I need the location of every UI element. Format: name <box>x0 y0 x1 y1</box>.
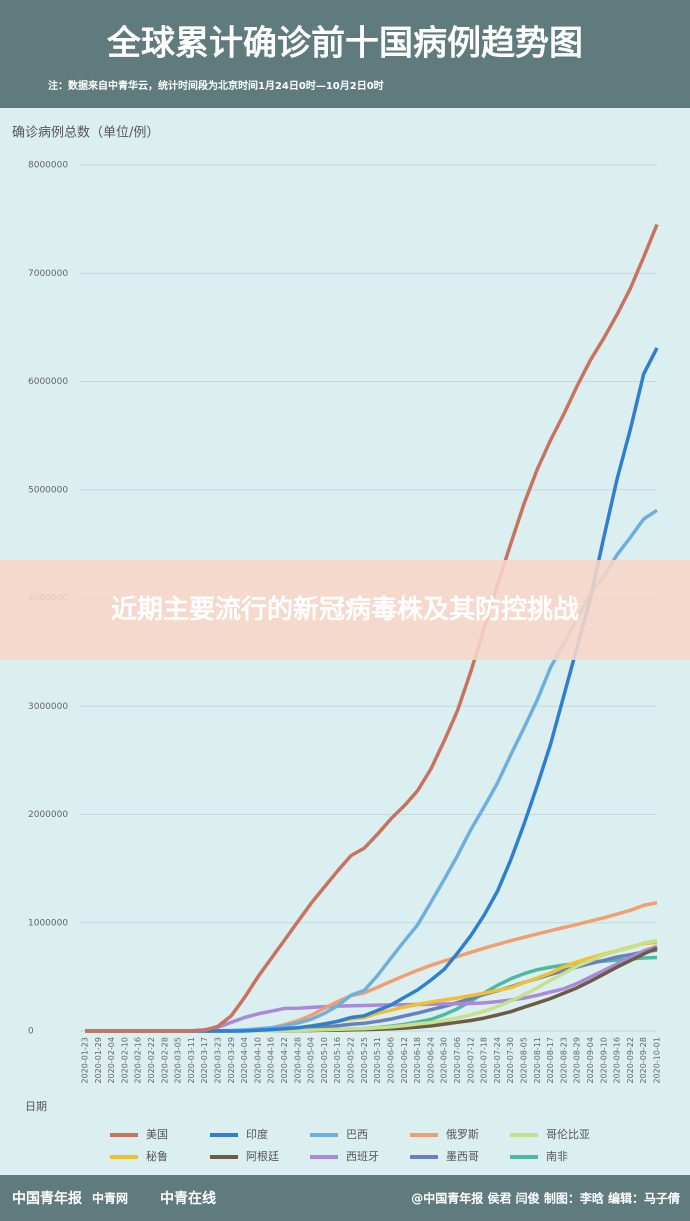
y-tick-label: 6000000 <box>28 377 68 387</box>
chart-title: 全球累计确诊前十国病例趋势图 <box>106 24 583 64</box>
x-tick-label: 2020-07-12 <box>466 1037 475 1084</box>
footer-logo: 中青在线 <box>160 1190 216 1207</box>
legend-label: 南非 <box>546 1150 568 1163</box>
x-tick-label: 2020-08-11 <box>533 1037 542 1084</box>
x-tick-label: 2020-04-04 <box>240 1037 249 1084</box>
series-line <box>85 347 659 1033</box>
x-tick-label: 2020-05-10 <box>320 1037 329 1084</box>
x-tick-label: 2020-07-30 <box>506 1037 515 1084</box>
legend-label: 阿根廷 <box>246 1149 279 1163</box>
footer-credits: @中国青年报 侯君 闫俊 制图：李晗 编辑：马子倩 <box>411 1191 680 1206</box>
x-tick-label: 2020-09-10 <box>599 1037 608 1084</box>
x-tick-label: 2020-06-24 <box>426 1037 435 1084</box>
footer-logo: 中国青年报 <box>12 1190 82 1207</box>
chart-subtitle: 注：数据来自中青华云，统计时间段为北京时间1月24日0时—10月2日0时 <box>48 79 384 92</box>
y-tick-label: 3000000 <box>28 702 68 712</box>
header-bg <box>0 0 690 108</box>
x-tick-label: 2020-03-17 <box>200 1037 209 1084</box>
x-tick-label: 2020-08-29 <box>573 1037 582 1084</box>
banner: 近期主要流行的新冠病毒株及其防控挑战 <box>0 560 690 660</box>
x-tick-label: 2020-01-23 <box>81 1037 90 1084</box>
x-tick-label: 2020-06-12 <box>400 1037 409 1084</box>
x-tick-label: 2020-09-22 <box>626 1037 635 1084</box>
x-tick-label: 2020-02-28 <box>160 1037 169 1084</box>
footer-logo: 中青网 <box>92 1191 128 1206</box>
y-tick-label: 1000000 <box>28 918 68 928</box>
x-tick-label: 2020-03-29 <box>227 1037 236 1084</box>
x-tick-label: 2020-06-18 <box>413 1037 422 1084</box>
x-tick-label: 2020-07-24 <box>493 1037 502 1084</box>
y-tick-label: 2000000 <box>28 810 68 820</box>
y-tick-label: 8000000 <box>28 161 68 171</box>
x-tick-label: 2020-05-25 <box>360 1037 369 1084</box>
legend-label: 墨西哥 <box>446 1150 479 1163</box>
x-tick-label: 2020-09-28 <box>639 1037 648 1084</box>
x-tick-label: 2020-05-22 <box>347 1037 356 1084</box>
x-tick-label: 2020-08-23 <box>559 1037 568 1084</box>
banner-text: 近期主要流行的新冠病毒株及其防控挑战 <box>110 595 579 625</box>
series-line <box>85 223 659 1033</box>
y-tick-label: 0 <box>28 1027 34 1037</box>
x-axis-label: 日期 <box>25 1100 47 1113</box>
x-tick-label: 2020-05-04 <box>307 1037 316 1084</box>
legend-label: 哥伦比亚 <box>546 1127 590 1141</box>
legend-label: 秘鲁 <box>146 1149 168 1163</box>
x-tick-label: 2020-02-10 <box>120 1037 129 1084</box>
x-tick-label: 2020-09-04 <box>586 1037 595 1084</box>
x-tick-label: 2020-06-30 <box>440 1037 449 1084</box>
legend-label: 印度 <box>246 1127 268 1141</box>
x-tick-label: 2020-04-10 <box>253 1037 262 1084</box>
footer-bg <box>0 1175 690 1221</box>
y-tick-label: 7000000 <box>28 269 68 279</box>
x-tick-label: 2020-09-16 <box>613 1037 622 1084</box>
legend-label: 美国 <box>146 1128 168 1141</box>
legend-label: 巴西 <box>346 1128 368 1141</box>
legend-label: 西班牙 <box>346 1150 379 1163</box>
x-tick-label: 2020-07-06 <box>453 1037 462 1084</box>
x-tick-label: 2020-04-22 <box>280 1037 289 1084</box>
x-tick-label: 2020-02-22 <box>147 1037 156 1084</box>
x-tick-label: 2020-04-16 <box>267 1037 276 1084</box>
x-tick-label: 2020-04-28 <box>293 1037 302 1084</box>
x-tick-label: 2020-06-06 <box>386 1037 395 1084</box>
x-tick-label: 2020-08-17 <box>546 1037 555 1084</box>
x-tick-label: 2020-03-11 <box>187 1037 196 1084</box>
x-tick-label: 2020-10-01 <box>653 1037 662 1084</box>
y-tick-label: 5000000 <box>28 485 68 495</box>
x-tick-label: 2020-02-16 <box>134 1037 143 1084</box>
y-axis-label: 确诊病例总数（单位/例） <box>12 126 159 141</box>
x-tick-label: 2020-03-05 <box>174 1037 183 1084</box>
x-tick-label: 2020-02-04 <box>107 1037 116 1084</box>
x-tick-label: 2020-05-16 <box>333 1037 342 1084</box>
x-tick-label: 2020-01-29 <box>94 1037 103 1084</box>
x-tick-label: 2020-08-05 <box>519 1037 528 1084</box>
x-tick-label: 2020-03-23 <box>214 1037 223 1084</box>
x-tick-label: 2020-05-31 <box>373 1037 382 1084</box>
legend-label: 俄罗斯 <box>446 1128 479 1141</box>
x-tick-label: 2020-07-18 <box>480 1037 489 1084</box>
